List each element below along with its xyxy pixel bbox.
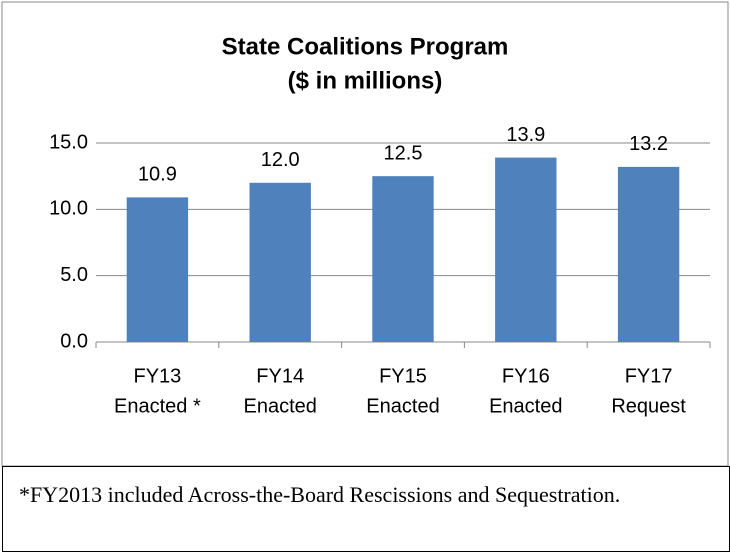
y-tick-label: 5.0: [60, 264, 88, 286]
x-tick-label: FY17: [625, 365, 673, 387]
x-tick-label: FY16: [502, 365, 550, 387]
x-tick-label: Enacted: [244, 395, 317, 417]
bar: [372, 176, 434, 342]
value-label: 12.0: [261, 149, 300, 171]
chart-title: State Coalitions Program: [222, 33, 509, 60]
x-tick-label: FY14: [256, 365, 304, 387]
y-tick-label: 0.0: [60, 330, 88, 352]
y-tick-label: 15.0: [49, 131, 88, 153]
value-label: 12.5: [384, 142, 423, 164]
x-tick-label: Enacted: [489, 395, 562, 417]
bar: [249, 182, 311, 342]
value-label: 13.2: [629, 133, 668, 155]
bar: [495, 157, 557, 342]
value-label: 13.9: [506, 124, 545, 146]
x-tick-label: FY13: [133, 365, 181, 387]
y-tick-label: 10.0: [49, 198, 88, 220]
chart-subtitle: ($ in millions): [288, 67, 443, 94]
x-tick-label: Request: [611, 395, 686, 417]
bar: [126, 197, 189, 342]
x-tick-label: FY15: [379, 365, 427, 387]
x-tick-label: Enacted: [366, 395, 439, 417]
footnote: *FY2013 included Across-the-Board Rescis…: [2, 466, 730, 552]
chart: State Coalitions Program ($ in millions)…: [1, 1, 729, 467]
chart-frame: [1, 1, 729, 467]
bar: [617, 166, 680, 342]
x-tick-label: Enacted *: [114, 395, 201, 417]
value-label: 10.9: [138, 164, 177, 186]
